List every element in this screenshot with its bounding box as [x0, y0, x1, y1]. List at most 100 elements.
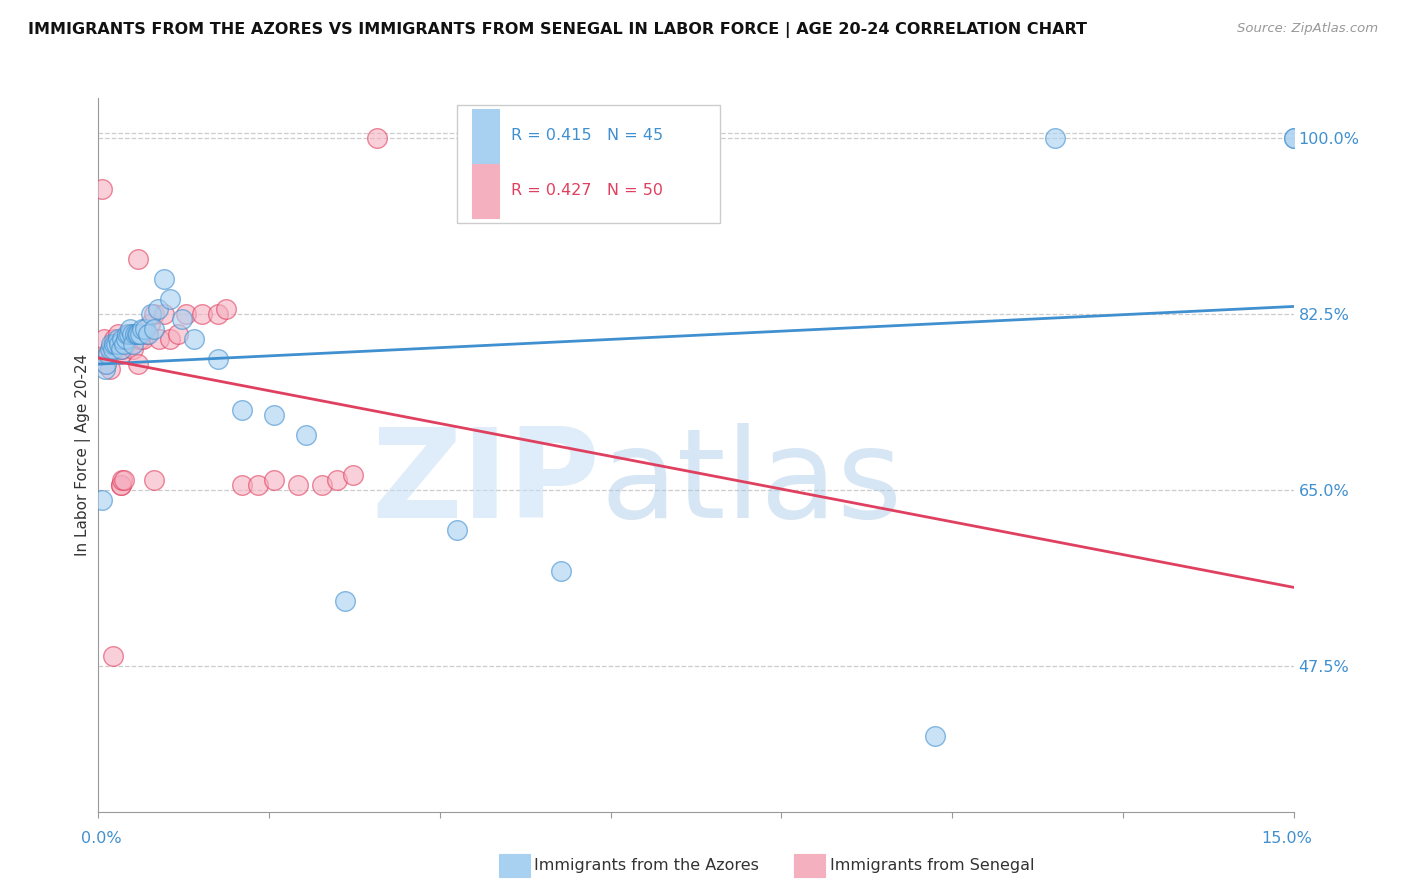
- Point: [143, 307, 166, 321]
- Text: ZIP: ZIP: [371, 423, 600, 544]
- Text: 15.0%: 15.0%: [1261, 831, 1312, 846]
- Point: [115, 327, 138, 342]
- Point: [108, 337, 131, 351]
- Point: [111, 332, 134, 346]
- Point: [215, 302, 238, 317]
- Point: [100, 343, 122, 357]
- Point: [118, 327, 141, 342]
- Text: atlas: atlas: [600, 423, 903, 544]
- Point: [124, 327, 146, 342]
- Point: [207, 307, 229, 321]
- Point: [366, 131, 388, 145]
- Point: [96, 358, 118, 372]
- Point: [121, 327, 143, 342]
- Point: [118, 327, 141, 342]
- Point: [103, 332, 125, 346]
- Point: [143, 322, 166, 336]
- Point: [191, 307, 214, 321]
- Text: Source: ZipAtlas.com: Source: ZipAtlas.com: [1237, 22, 1378, 36]
- Point: [263, 408, 285, 422]
- Text: IMMIGRANTS FROM THE AZORES VS IMMIGRANTS FROM SENEGAL IN LABOR FORCE | AGE 20-24: IMMIGRANTS FROM THE AZORES VS IMMIGRANTS…: [28, 22, 1087, 38]
- Point: [97, 347, 120, 361]
- Point: [174, 307, 197, 321]
- Point: [207, 352, 229, 367]
- Point: [231, 402, 253, 417]
- Point: [127, 327, 149, 342]
- Point: [159, 332, 181, 346]
- Point: [924, 729, 946, 743]
- Point: [125, 327, 148, 342]
- Point: [96, 358, 118, 372]
- Point: [139, 318, 162, 332]
- Point: [124, 327, 146, 342]
- Point: [125, 327, 148, 342]
- Point: [111, 473, 134, 487]
- Text: R = 0.427   N = 50: R = 0.427 N = 50: [510, 184, 662, 198]
- Point: [335, 593, 357, 607]
- Point: [311, 478, 333, 492]
- Point: [110, 478, 132, 492]
- Text: Immigrants from the Azores: Immigrants from the Azores: [534, 858, 759, 872]
- Point: [246, 478, 269, 492]
- Bar: [472, 164, 499, 218]
- Point: [94, 362, 117, 376]
- Point: [97, 347, 120, 361]
- Point: [121, 337, 143, 351]
- Point: [101, 337, 124, 351]
- Point: [172, 312, 194, 326]
- Point: [122, 337, 145, 351]
- Point: [1043, 131, 1066, 145]
- Point: [132, 332, 155, 346]
- Point: [1282, 131, 1305, 145]
- Point: [148, 332, 170, 346]
- Point: [120, 322, 142, 336]
- Point: [91, 493, 114, 508]
- Point: [167, 327, 190, 342]
- Point: [104, 337, 127, 351]
- Point: [103, 337, 125, 351]
- Point: [107, 327, 129, 342]
- Point: [98, 362, 121, 376]
- Bar: [472, 109, 499, 162]
- Point: [326, 473, 349, 487]
- Point: [115, 337, 138, 351]
- Point: [104, 343, 127, 357]
- Point: [111, 343, 134, 357]
- Point: [143, 473, 166, 487]
- Point: [122, 343, 145, 357]
- Point: [127, 252, 149, 266]
- Text: R = 0.415   N = 45: R = 0.415 N = 45: [510, 128, 662, 144]
- Point: [550, 564, 572, 578]
- Point: [90, 181, 112, 195]
- Point: [127, 358, 149, 372]
- Point: [112, 473, 135, 487]
- FancyBboxPatch shape: [457, 105, 720, 223]
- Point: [114, 332, 136, 346]
- Point: [107, 332, 129, 346]
- Point: [101, 343, 124, 357]
- Point: [152, 272, 174, 286]
- Point: [110, 343, 132, 357]
- Point: [120, 332, 142, 346]
- Point: [110, 347, 132, 361]
- Point: [139, 307, 162, 321]
- Point: [112, 332, 135, 346]
- Point: [342, 468, 364, 483]
- Point: [231, 478, 253, 492]
- Text: Immigrants from Senegal: Immigrants from Senegal: [830, 858, 1033, 872]
- Point: [100, 337, 122, 351]
- Point: [1282, 131, 1305, 145]
- Point: [128, 327, 150, 342]
- Point: [134, 322, 156, 336]
- Point: [446, 524, 468, 538]
- Point: [135, 327, 157, 342]
- Point: [148, 302, 170, 317]
- Point: [263, 473, 285, 487]
- Point: [183, 332, 205, 346]
- Point: [159, 292, 181, 306]
- Point: [136, 327, 159, 342]
- Point: [131, 322, 153, 336]
- Point: [110, 478, 132, 492]
- Point: [101, 648, 124, 663]
- Point: [112, 337, 135, 351]
